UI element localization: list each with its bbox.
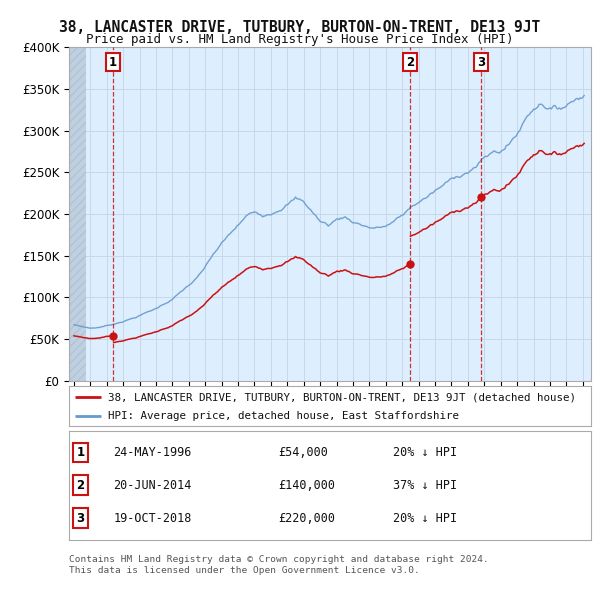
Text: 19-OCT-2018: 19-OCT-2018 (113, 512, 192, 525)
Text: This data is licensed under the Open Government Licence v3.0.: This data is licensed under the Open Gov… (69, 566, 420, 575)
Text: 1: 1 (76, 446, 85, 459)
Text: 38, LANCASTER DRIVE, TUTBURY, BURTON-ON-TRENT, DE13 9JT (detached house): 38, LANCASTER DRIVE, TUTBURY, BURTON-ON-… (108, 392, 576, 402)
Text: 2: 2 (406, 55, 414, 68)
Text: 37% ↓ HPI: 37% ↓ HPI (392, 478, 457, 492)
Text: Contains HM Land Registry data © Crown copyright and database right 2024.: Contains HM Land Registry data © Crown c… (69, 555, 489, 563)
Text: £54,000: £54,000 (278, 446, 328, 459)
Text: £220,000: £220,000 (278, 512, 335, 525)
Text: 24-MAY-1996: 24-MAY-1996 (113, 446, 192, 459)
Text: 20-JUN-2014: 20-JUN-2014 (113, 478, 192, 492)
Text: 20% ↓ HPI: 20% ↓ HPI (392, 446, 457, 459)
Text: £140,000: £140,000 (278, 478, 335, 492)
Text: Price paid vs. HM Land Registry's House Price Index (HPI): Price paid vs. HM Land Registry's House … (86, 33, 514, 46)
Text: 3: 3 (76, 512, 85, 525)
Text: 20% ↓ HPI: 20% ↓ HPI (392, 512, 457, 525)
Bar (69, 47, 86, 381)
Text: 3: 3 (477, 55, 485, 68)
Bar (69, 47, 86, 381)
Text: HPI: Average price, detached house, East Staffordshire: HPI: Average price, detached house, East… (108, 411, 459, 421)
Text: 1: 1 (109, 55, 117, 68)
Text: 38, LANCASTER DRIVE, TUTBURY, BURTON-ON-TRENT, DE13 9JT: 38, LANCASTER DRIVE, TUTBURY, BURTON-ON-… (59, 20, 541, 35)
Text: 2: 2 (76, 478, 85, 492)
